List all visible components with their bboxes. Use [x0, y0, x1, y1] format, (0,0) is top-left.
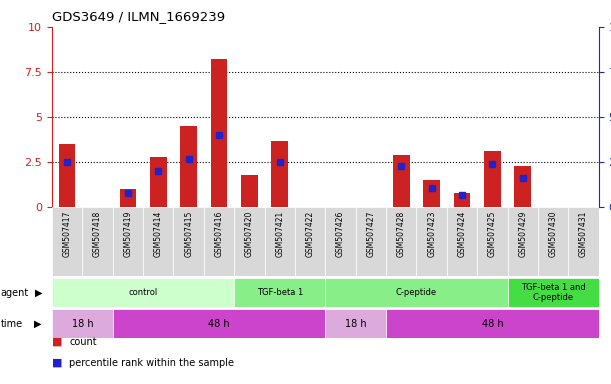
Text: GSM507425: GSM507425 — [488, 211, 497, 257]
Text: GSM507427: GSM507427 — [367, 211, 375, 257]
Text: count: count — [69, 337, 97, 347]
Text: GDS3649 / ILMN_1669239: GDS3649 / ILMN_1669239 — [52, 10, 225, 23]
Text: GSM507422: GSM507422 — [306, 211, 315, 257]
Text: ▶: ▶ — [34, 318, 41, 329]
Text: time: time — [1, 318, 23, 329]
Bar — [204, 207, 234, 276]
Text: GSM507431: GSM507431 — [579, 211, 588, 257]
Bar — [52, 207, 82, 276]
Bar — [234, 207, 265, 276]
Bar — [112, 309, 325, 338]
Bar — [82, 207, 112, 276]
Bar — [120, 189, 136, 207]
Bar — [484, 151, 501, 207]
Bar — [180, 126, 197, 207]
Bar — [454, 193, 470, 207]
Text: GSM507426: GSM507426 — [336, 211, 345, 257]
Text: GSM507430: GSM507430 — [549, 211, 558, 257]
Text: GSM507416: GSM507416 — [214, 211, 224, 257]
Bar — [150, 157, 167, 207]
Bar — [112, 207, 143, 276]
Text: GSM507418: GSM507418 — [93, 211, 102, 257]
Bar — [393, 155, 409, 207]
Bar — [514, 166, 531, 207]
Bar — [568, 207, 599, 276]
Text: percentile rank within the sample: percentile rank within the sample — [69, 358, 234, 368]
Bar — [417, 207, 447, 276]
Bar — [508, 207, 538, 276]
Text: GSM507414: GSM507414 — [154, 211, 163, 257]
Bar — [52, 278, 234, 307]
Text: GSM507429: GSM507429 — [518, 211, 527, 257]
Text: TGF-beta 1: TGF-beta 1 — [257, 288, 303, 297]
Bar — [234, 278, 326, 307]
Bar — [265, 207, 295, 276]
Bar — [447, 207, 477, 276]
Bar — [386, 309, 599, 338]
Bar — [174, 207, 204, 276]
Bar — [326, 207, 356, 276]
Text: 18 h: 18 h — [71, 318, 93, 329]
Text: GSM507417: GSM507417 — [62, 211, 71, 257]
Text: TGF-beta 1 and
C-peptide: TGF-beta 1 and C-peptide — [521, 283, 585, 303]
Text: GSM507420: GSM507420 — [245, 211, 254, 257]
Text: ▶: ▶ — [35, 288, 43, 298]
Bar — [508, 278, 599, 307]
Bar — [326, 278, 508, 307]
Bar — [59, 144, 76, 207]
Bar — [295, 207, 326, 276]
Bar — [211, 60, 227, 207]
Text: 18 h: 18 h — [345, 318, 367, 329]
Text: 48 h: 48 h — [481, 318, 503, 329]
Bar — [143, 207, 174, 276]
Text: 48 h: 48 h — [208, 318, 230, 329]
Text: GSM507419: GSM507419 — [123, 211, 133, 257]
Bar — [356, 207, 386, 276]
Text: GSM507428: GSM507428 — [397, 211, 406, 257]
Bar — [386, 207, 417, 276]
Text: ■: ■ — [52, 358, 62, 368]
Bar — [271, 141, 288, 207]
Bar — [326, 309, 386, 338]
Bar — [52, 309, 112, 338]
Text: control: control — [128, 288, 158, 297]
Text: GSM507415: GSM507415 — [184, 211, 193, 257]
Text: ■: ■ — [52, 337, 62, 347]
Bar — [477, 207, 508, 276]
Text: agent: agent — [1, 288, 29, 298]
Bar — [538, 207, 568, 276]
Text: GSM507423: GSM507423 — [427, 211, 436, 257]
Text: GSM507421: GSM507421 — [276, 211, 284, 257]
Bar — [241, 175, 258, 207]
Bar — [423, 180, 440, 207]
Text: C-peptide: C-peptide — [396, 288, 437, 297]
Text: GSM507424: GSM507424 — [458, 211, 467, 257]
